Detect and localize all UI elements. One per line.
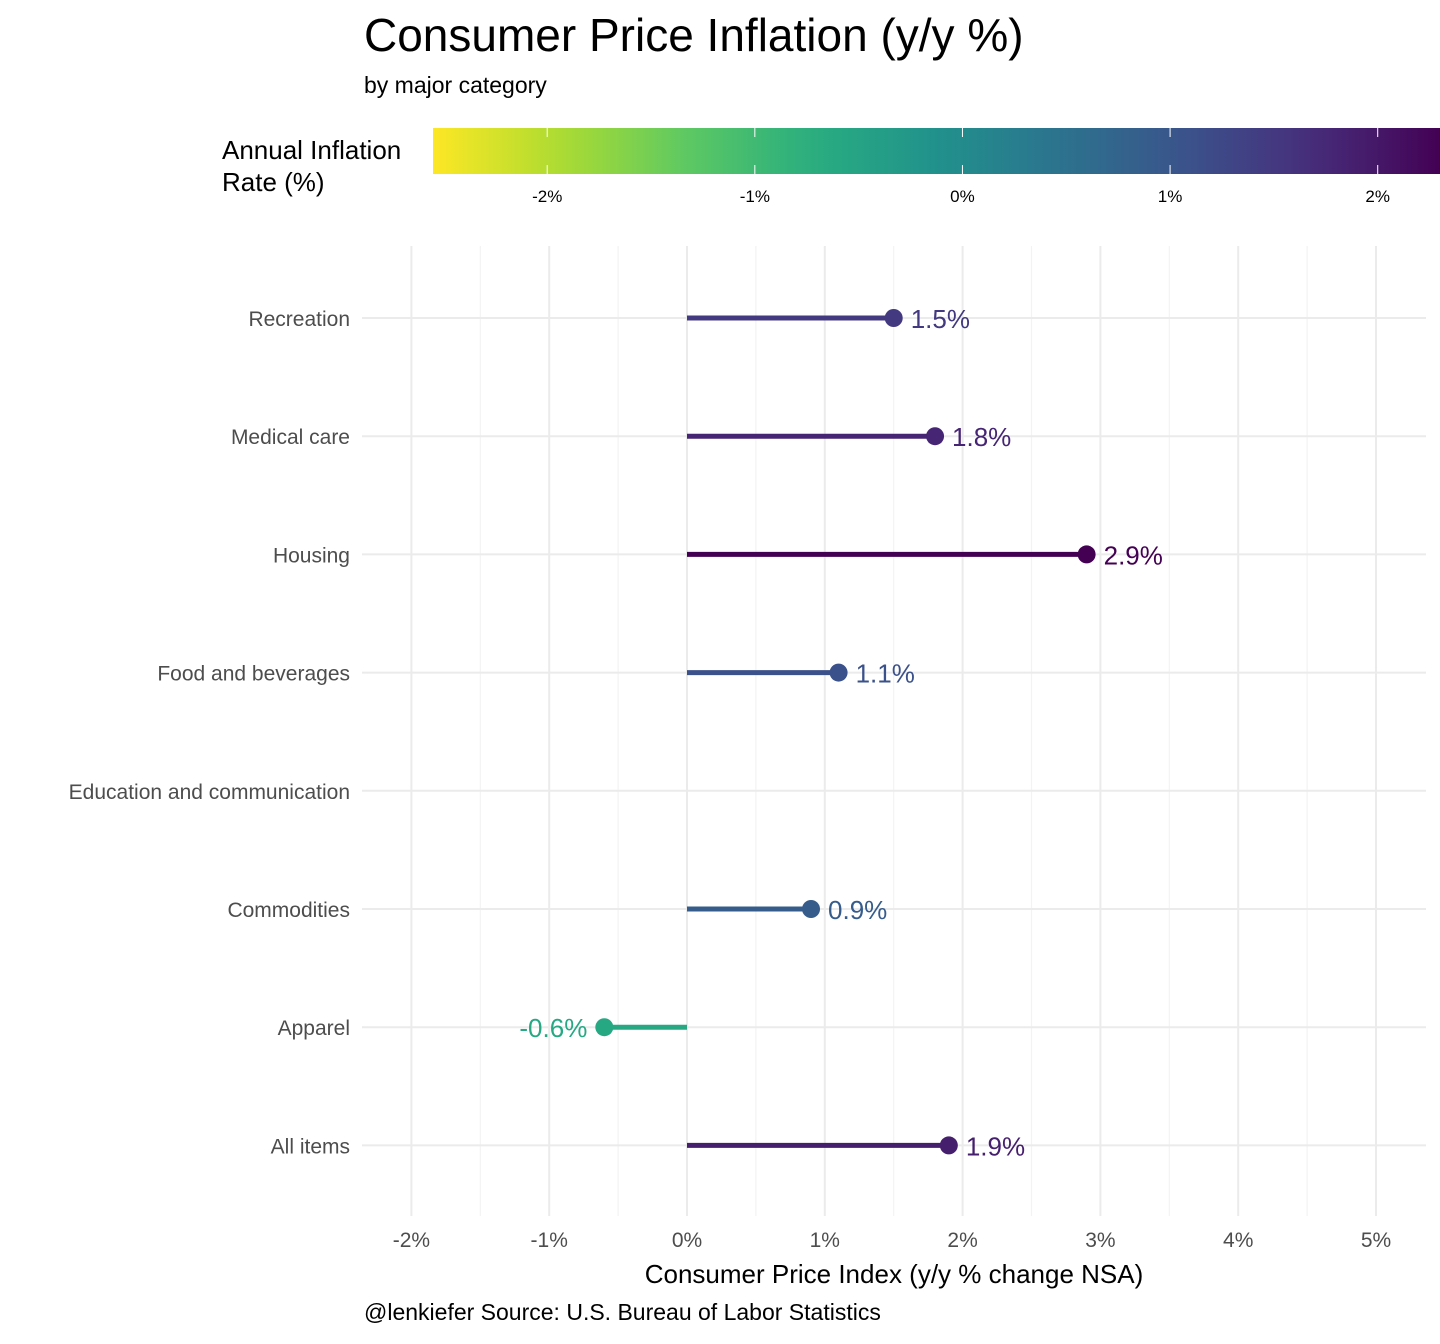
colorbar-tick-label: 1%: [1158, 187, 1183, 206]
x-tick-label: 3%: [1085, 1229, 1115, 1252]
chart-title: Consumer Price Inflation (y/y %): [364, 9, 1024, 61]
colorbar-legend: -2% -1% 0% 1% 2%: [433, 128, 1440, 206]
value-label: -0.6%: [519, 1013, 587, 1043]
legend-title: Annual Inflation Rate (%): [222, 134, 427, 198]
y-tick-label: Commodities: [227, 899, 350, 922]
chart-caption: @lenkiefer Source: U.S. Bureau of Labor …: [364, 1299, 881, 1325]
lollipop-point: [829, 663, 848, 682]
x-tick-label: -2%: [393, 1229, 430, 1252]
x-tick-label: 2%: [947, 1229, 977, 1252]
value-label: 1.1%: [856, 659, 915, 689]
colorbar: [433, 128, 1440, 174]
value-label: 2.9%: [1104, 540, 1163, 570]
value-label: 1.8%: [952, 422, 1011, 452]
lollipop-point: [884, 309, 903, 327]
lollipop-point: [802, 900, 821, 918]
x-tick-label: 0%: [672, 1229, 702, 1252]
lollipop-point: [1077, 545, 1096, 564]
y-tick-label: Education and communication: [69, 781, 350, 804]
value-label: 1.9%: [966, 1131, 1025, 1161]
value-label: 1.5%: [911, 304, 970, 334]
chart-marks: 1.5% 1.8% 2.9% 1.1% 0.9% -0.6% 1.9%: [519, 304, 1162, 1161]
colorbar-tick-label: -2%: [532, 187, 562, 206]
value-label: 0.9%: [828, 895, 887, 925]
grid: [362, 246, 1426, 1216]
y-tick-label: Apparel: [278, 1017, 350, 1040]
y-tick-label: All items: [271, 1135, 350, 1158]
x-tick-label: 1%: [810, 1229, 840, 1252]
y-tick-label: Recreation: [248, 308, 350, 331]
colorbar-tick-label: 2%: [1365, 187, 1390, 206]
x-tick-label: 4%: [1223, 1229, 1253, 1252]
lollipop-point: [926, 427, 945, 446]
colorbar-tick-label: -1%: [740, 187, 770, 206]
y-tick-label: Medical care: [231, 426, 350, 449]
chart-subtitle: by major category: [364, 72, 547, 98]
y-tick-label: Housing: [273, 544, 350, 567]
x-tick-label: -1%: [531, 1229, 568, 1252]
x-axis-label: Consumer Price Index (y/y % change NSA): [645, 1259, 1144, 1289]
x-tick-label: 5%: [1361, 1229, 1391, 1252]
axes: Recreation Medical care Housing Food and be…: [69, 308, 1392, 1252]
lollipop-point: [939, 1136, 958, 1155]
colorbar-tick-label: 0%: [950, 187, 975, 206]
legend-title-line-1: Annual Inflation: [222, 135, 402, 165]
legend-title-line-2: Rate (%): [222, 167, 325, 197]
y-tick-label: Food and beverages: [157, 663, 350, 686]
lollipop-point: [595, 1018, 614, 1037]
